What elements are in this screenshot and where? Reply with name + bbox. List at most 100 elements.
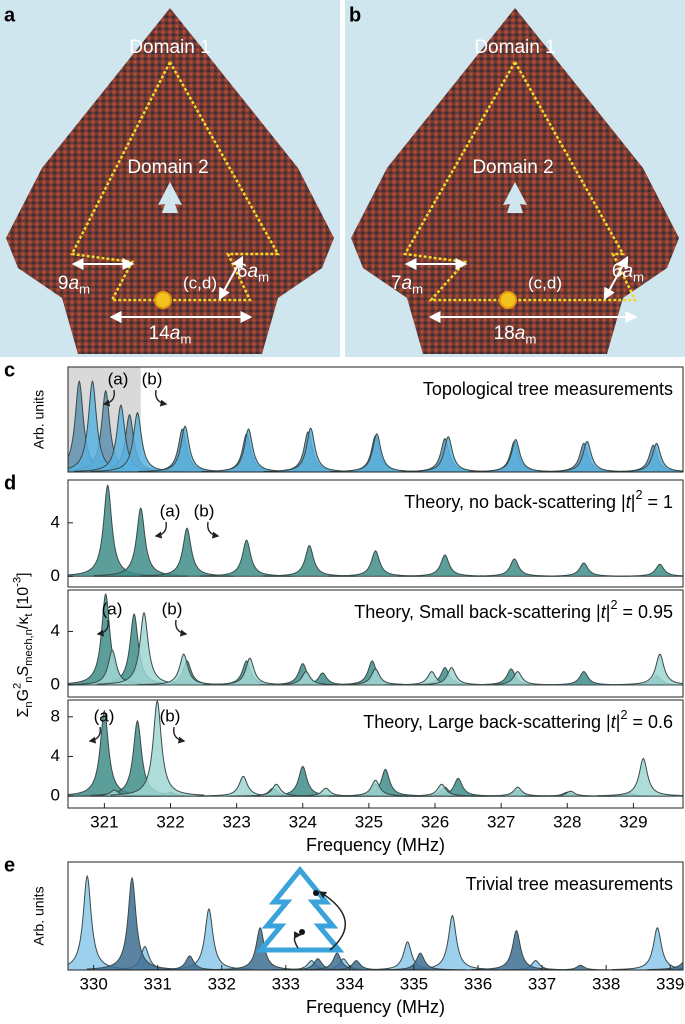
x-tick-label: 326 xyxy=(421,812,449,831)
annotation-arrow xyxy=(175,619,188,637)
peak xyxy=(613,563,683,577)
domain-label: Domain 1 xyxy=(474,37,555,58)
text-part: G xyxy=(15,689,32,701)
peak xyxy=(647,961,683,970)
site-label: (c,d) xyxy=(528,273,562,292)
text-part: [10 xyxy=(15,587,32,614)
x-tick-label: 325 xyxy=(355,812,383,831)
y-axis-label: ΣnG2nSmech,n/κt [10-3] xyxy=(12,572,35,717)
text-part: Theory, Large back-scattering | xyxy=(363,712,610,732)
y-axis-label: Arb. units xyxy=(31,886,47,945)
text-part: | xyxy=(606,602,611,622)
x-tick-label: 323 xyxy=(222,812,250,831)
panel-title: Topological tree measurements xyxy=(423,379,673,399)
x-tick-label: 331 xyxy=(144,974,172,993)
annotation: (b) xyxy=(162,599,183,618)
text-part: Theory, no back-scattering | xyxy=(404,492,625,512)
lattice-hole xyxy=(158,182,182,213)
text-part: 2 xyxy=(620,708,627,722)
text-part: 6 xyxy=(612,261,623,282)
text-part: m xyxy=(258,269,269,284)
text-part: m xyxy=(525,331,536,346)
y-tick-label: 4 xyxy=(51,746,60,765)
panel-label: a xyxy=(4,4,16,26)
plot-frame xyxy=(67,479,684,588)
plot-area xyxy=(68,862,683,970)
x-tick-label: 324 xyxy=(289,812,317,831)
y-tick-label: 0 xyxy=(51,566,60,585)
text-part: = 1 xyxy=(642,492,673,512)
text-part: -3 xyxy=(12,577,24,587)
x-tick-label: 321 xyxy=(90,812,118,831)
x-tick-label: 339 xyxy=(656,974,684,993)
x-tick-label: 338 xyxy=(592,974,620,993)
y-tick-label: 8 xyxy=(51,706,60,725)
peak xyxy=(596,757,683,797)
text-part: 2 xyxy=(635,488,642,502)
annotation-arrow xyxy=(155,389,168,407)
arm-arrow xyxy=(603,255,629,301)
width-label: 9am xyxy=(58,273,90,296)
plot-frame xyxy=(67,699,684,809)
x-tick-label: 329 xyxy=(619,812,647,831)
y-tick-label: 0 xyxy=(51,786,60,805)
base-label: 14am xyxy=(149,323,192,346)
plot-frame xyxy=(67,589,684,698)
peak xyxy=(86,876,178,970)
annotation-arrow xyxy=(154,521,167,539)
panel-label: c xyxy=(4,359,15,381)
text-part: 14 xyxy=(149,323,171,344)
text-part: m xyxy=(79,281,90,296)
text-part: t xyxy=(626,492,632,512)
x-tick-label: 336 xyxy=(464,974,492,993)
text-part: 2 xyxy=(12,683,24,689)
x-tick-label: 333 xyxy=(272,974,300,993)
x-tick-label: 322 xyxy=(156,812,184,831)
panel-label: e xyxy=(4,854,15,876)
plot-marks xyxy=(68,484,683,577)
plot-frame xyxy=(67,366,684,473)
plot-marks xyxy=(68,700,683,797)
panel-label: b xyxy=(349,4,361,26)
text-part: | xyxy=(616,712,621,732)
x-tick-label: 330 xyxy=(79,974,107,993)
annotation: (a) xyxy=(160,501,181,520)
text-part: t xyxy=(23,613,35,617)
panel-label: d xyxy=(4,472,16,494)
x-tick-label: 328 xyxy=(553,812,581,831)
annotation: (b) xyxy=(194,501,215,520)
arm-label: 6am xyxy=(237,261,269,284)
text-part: a xyxy=(170,323,181,344)
text-part: m xyxy=(180,331,191,346)
panel-title: Theory, Large back-scattering |t|2 = 0.6 xyxy=(363,708,673,732)
text-part: a xyxy=(401,273,412,294)
text-part: a xyxy=(247,261,258,282)
domain-outline xyxy=(402,61,637,302)
panel-title: Theory, no back-scattering |t|2 = 1 xyxy=(404,488,673,512)
x-tick-label: 327 xyxy=(487,812,515,831)
panel-title: Theory, Small back-scattering |t|2 = 0.9… xyxy=(354,598,673,622)
text-part: /κ xyxy=(15,616,32,629)
text-part: ] xyxy=(15,572,32,576)
text-part: 7 xyxy=(391,273,402,294)
x-tick-label: 337 xyxy=(528,974,556,993)
text-part: Theory, Small back-scattering | xyxy=(354,602,600,622)
text-part: n xyxy=(23,676,35,682)
plot-frame xyxy=(67,861,684,971)
text-part: t xyxy=(611,712,617,732)
plot-marks xyxy=(68,592,683,686)
peak xyxy=(470,671,565,686)
text-part: m xyxy=(412,281,423,296)
x-axis-label: Frequency (MHz) xyxy=(306,997,445,1017)
text-part: 2 xyxy=(610,598,617,612)
text-part: t xyxy=(601,602,607,622)
x-tick-label: 335 xyxy=(400,974,428,993)
text-part: m xyxy=(633,269,644,284)
annotation: (b) xyxy=(160,706,181,725)
text-part: Σ xyxy=(15,708,32,718)
base-label: 18am xyxy=(494,323,537,346)
tree-icon xyxy=(255,866,346,953)
lattice-hole xyxy=(503,182,527,213)
